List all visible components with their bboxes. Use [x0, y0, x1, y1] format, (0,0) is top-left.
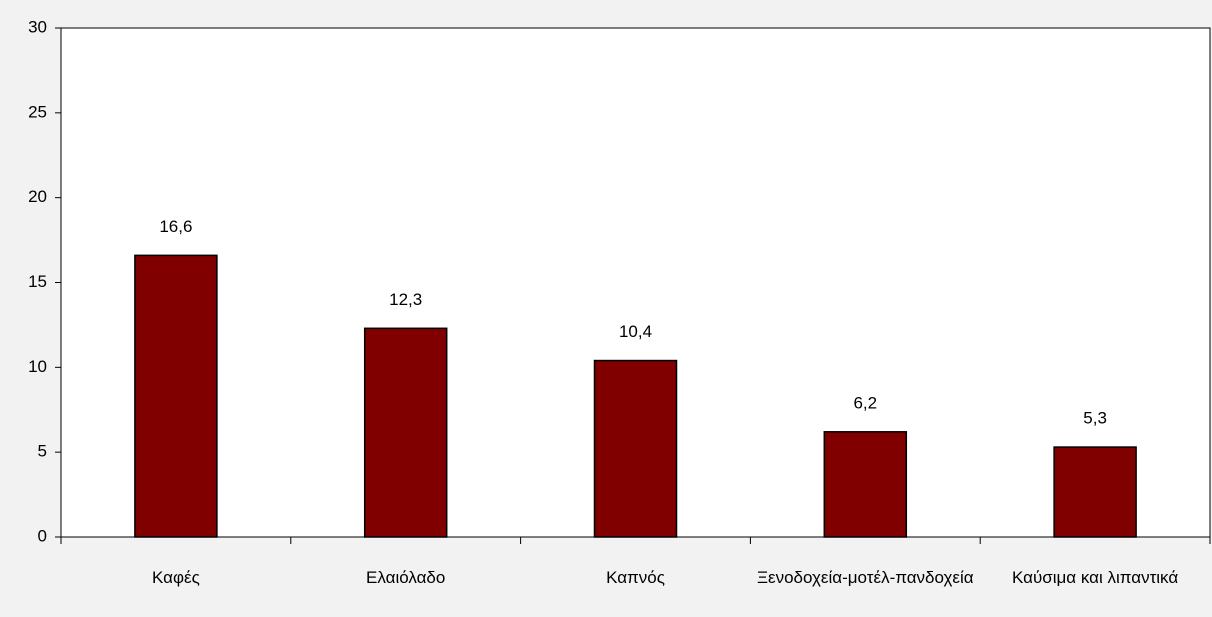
bar: [593, 359, 678, 538]
x-tick-label: Ελαιόλαδο: [366, 568, 446, 587]
data-label: 16,6: [159, 217, 192, 236]
x-tick-label: Καφές: [152, 568, 200, 587]
bar: [823, 431, 908, 538]
y-tick-label: 20: [28, 187, 47, 206]
y-tick-label: 0: [38, 526, 47, 545]
y-tick-label: 5: [38, 442, 47, 461]
y-tick-label: 25: [28, 102, 47, 121]
x-tick-label: Ξενοδοχεία-μοτέλ-πανδοχεία: [756, 568, 974, 587]
bar: [363, 327, 448, 538]
y-tick-label: 15: [28, 272, 47, 291]
bar: [134, 254, 218, 538]
x-tick-label: Καύσιμα και λιπαντικά: [1011, 568, 1179, 587]
data-label: 12,3: [389, 290, 422, 309]
data-label: 10,4: [619, 322, 652, 341]
bar: [1053, 446, 1137, 538]
data-label: 6,2: [853, 393, 877, 412]
data-label: 5,3: [1083, 409, 1107, 428]
y-tick-label: 30: [28, 17, 47, 36]
y-tick-label: 10: [28, 357, 47, 376]
x-tick-label: Καπνός: [606, 568, 665, 587]
